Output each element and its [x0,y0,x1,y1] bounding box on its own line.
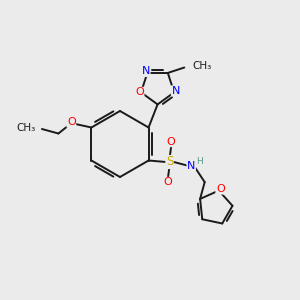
Text: O: O [167,136,176,147]
Text: CH₃: CH₃ [16,123,35,134]
Text: N: N [187,160,195,171]
Text: H: H [196,158,203,166]
Text: N: N [142,66,150,76]
Text: O: O [164,177,172,188]
Text: O: O [135,87,144,98]
Text: S: S [166,155,173,169]
Text: CH₃: CH₃ [193,61,212,71]
Text: N: N [171,86,180,96]
Text: O: O [216,184,225,194]
Text: O: O [67,117,76,127]
